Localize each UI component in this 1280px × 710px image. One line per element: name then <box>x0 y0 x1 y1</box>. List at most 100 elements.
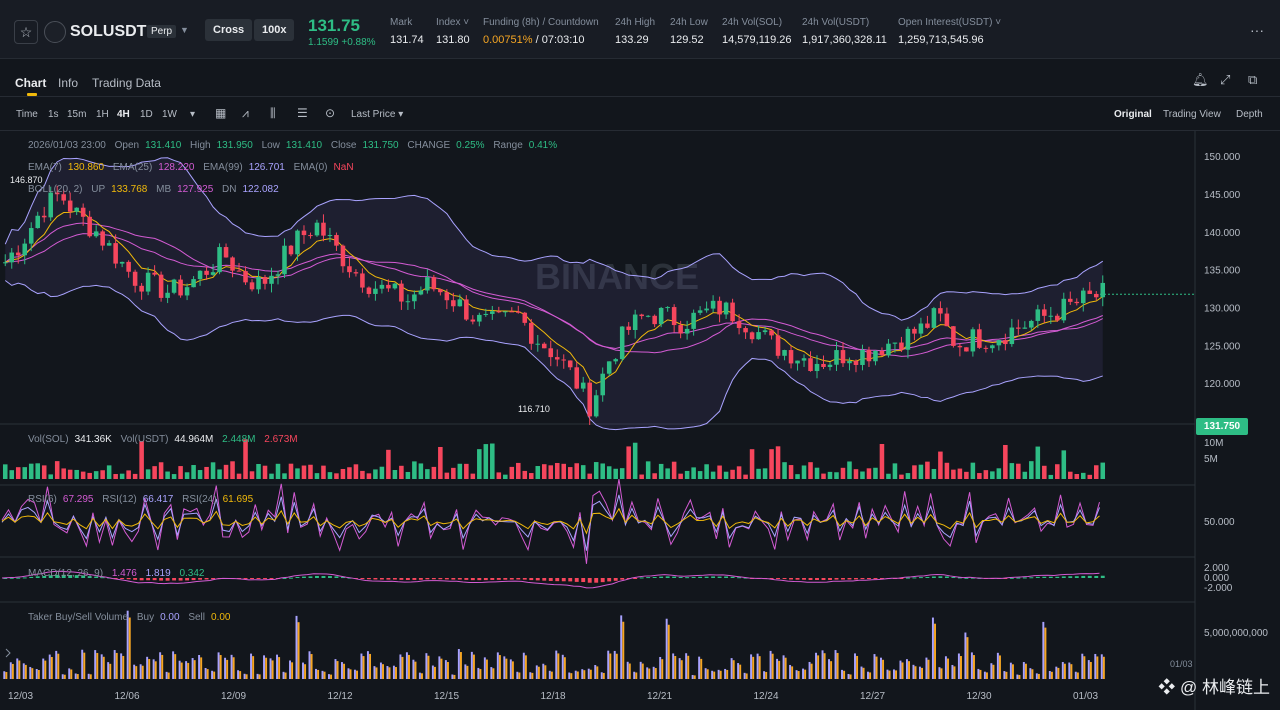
macd-hist-bar <box>139 578 144 581</box>
stat-open-interest[interactable]: Open Interest(USDT) ˅ 1,259,713,545.96 <box>898 17 1001 46</box>
candle-body <box>366 287 372 294</box>
taker-sell-bar <box>421 673 423 679</box>
taker-sell-bar <box>1102 656 1105 679</box>
candle-body <box>1087 290 1093 294</box>
candle-body <box>1100 282 1106 298</box>
interval-1s[interactable]: 1s <box>48 109 59 120</box>
taker-sell-bar <box>921 667 923 679</box>
settings-icon[interactable]: ☰ <box>297 106 308 120</box>
volume-bar <box>814 467 820 479</box>
volume-bar <box>1029 461 1034 479</box>
taker-sell-bar <box>713 671 716 679</box>
view-original[interactable]: Original <box>1114 109 1152 120</box>
view-depth[interactable]: Depth <box>1236 109 1263 120</box>
taker-buy-bar <box>730 658 733 679</box>
leverage-button[interactable]: 100x <box>254 19 295 41</box>
taker-sell-bar <box>823 653 826 679</box>
interval-4h[interactable]: 4H <box>117 109 130 120</box>
candle-body <box>1029 320 1034 328</box>
rsi-axis-label: 50.000 <box>1204 517 1235 528</box>
taker-sell-bar <box>979 669 982 679</box>
macd-hist-bar <box>418 578 423 580</box>
calendar-icon[interactable]: ▦ <box>215 106 227 120</box>
taker-sell-bar <box>680 660 683 679</box>
volume-bar <box>438 446 443 479</box>
view-trading-view[interactable]: Trading View <box>1163 109 1221 120</box>
taker-sell-bar <box>1050 671 1053 679</box>
alert-bell-icon[interactable]: 🔔︎ <box>1192 72 1209 87</box>
candle-body <box>119 261 125 264</box>
tab-trading-data[interactable]: Trading Data <box>92 76 161 90</box>
taker-sell-bar <box>466 665 469 679</box>
macd-hist-bar <box>308 576 313 578</box>
macd-hist-bar <box>724 576 729 578</box>
taker-buy-bar <box>120 653 123 679</box>
margin-mode-button[interactable]: Cross <box>205 19 253 41</box>
taker-buy-bar <box>48 654 51 679</box>
macd-axis-label: 2.000 <box>1204 563 1229 574</box>
macd-hist-bar <box>880 578 884 579</box>
candle-body <box>1035 309 1041 321</box>
macd-hist-bar <box>925 576 930 578</box>
taker-buy-bar <box>990 663 993 679</box>
taker-buy-bar <box>81 649 84 679</box>
tab-chart[interactable]: Chart <box>15 76 47 90</box>
volume-bar <box>671 461 677 479</box>
taker-buy-bar <box>905 659 908 679</box>
chart-style-icon[interactable]: ⫼ <box>270 106 276 120</box>
interval-15m[interactable]: 15m <box>67 109 87 120</box>
candle-body <box>678 325 683 334</box>
taker-buy-bar <box>470 651 473 679</box>
volume-bar <box>9 470 15 479</box>
candle-body <box>840 350 846 364</box>
volume-bar <box>665 468 670 479</box>
interval-1d[interactable]: 1D <box>140 109 153 120</box>
taker-buy-bar <box>9 662 12 679</box>
more-options-icon[interactable]: ··· <box>1250 22 1264 38</box>
taker-sell-bar <box>433 666 436 679</box>
price-type-select[interactable]: Last Price ▾ <box>351 109 403 120</box>
taker-buy-bar <box>477 667 480 679</box>
taker-sell-bar <box>518 672 521 679</box>
interval-1h[interactable]: 1H <box>96 109 109 120</box>
macd-hist-bar <box>847 578 852 580</box>
rsi12-value: 66.417 <box>142 494 174 505</box>
symbol-name[interactable]: SOLUSDT <box>70 23 147 40</box>
volume-bar <box>619 468 625 479</box>
volume-bar <box>431 466 437 479</box>
date-axis-label: 12/03 <box>8 691 33 702</box>
macd-legend: MACD(12, 26, 9) 1.476 1.819 0.342 <box>28 568 210 579</box>
volume-bar <box>652 473 657 479</box>
volume-bar <box>379 466 385 479</box>
volume-axis-label: 5M <box>1204 454 1218 465</box>
drawing-tools-icon[interactable]: ⊙ <box>325 106 336 120</box>
candle-body <box>821 363 826 367</box>
expand-icon[interactable]: ⤢ <box>1220 72 1231 87</box>
taker-sell-bar <box>583 670 586 679</box>
candle-body <box>873 350 878 362</box>
macd-hist-bar <box>854 578 858 580</box>
taker-buy-bar <box>659 656 662 679</box>
macd-hist-bar <box>55 574 60 578</box>
interval-1w[interactable]: 1W <box>162 109 177 120</box>
tab-info[interactable]: Info <box>58 76 79 90</box>
volume-bar <box>425 469 430 479</box>
popout-icon[interactable]: ⧉ <box>1248 72 1258 87</box>
taker-sell-bar <box>947 658 949 679</box>
chart-area[interactable]: 150.000 145.000 140.000 135.000 130.000 125.0… <box>0 131 1280 710</box>
volume-bar <box>775 446 781 479</box>
symbol-dropdown-icon[interactable]: ▼ <box>180 25 189 35</box>
macd-hist-bar <box>412 578 417 580</box>
ohlc-legend: 2026/01/03 23:00 Open 131.410 High 131.950… <box>28 140 558 151</box>
macd-axis-label: -2.000 <box>1204 583 1233 594</box>
chart-canvas[interactable]: 150.000 145.000 140.000 135.000 130.000 125.0… <box>0 131 1280 710</box>
volume-bar <box>1068 471 1073 479</box>
stat-index[interactable]: Index ˅ 131.80 <box>436 17 470 46</box>
favorite-star-icon[interactable]: ☆ <box>14 20 38 44</box>
volume-bar <box>171 474 177 479</box>
indicator-icon[interactable]: ⩘ <box>242 106 249 120</box>
volume-bar <box>145 469 151 479</box>
macd-hist-bar <box>957 577 962 579</box>
interval-dropdown-icon[interactable]: ▾ <box>190 109 196 120</box>
taker-sell-bar <box>1011 664 1014 679</box>
